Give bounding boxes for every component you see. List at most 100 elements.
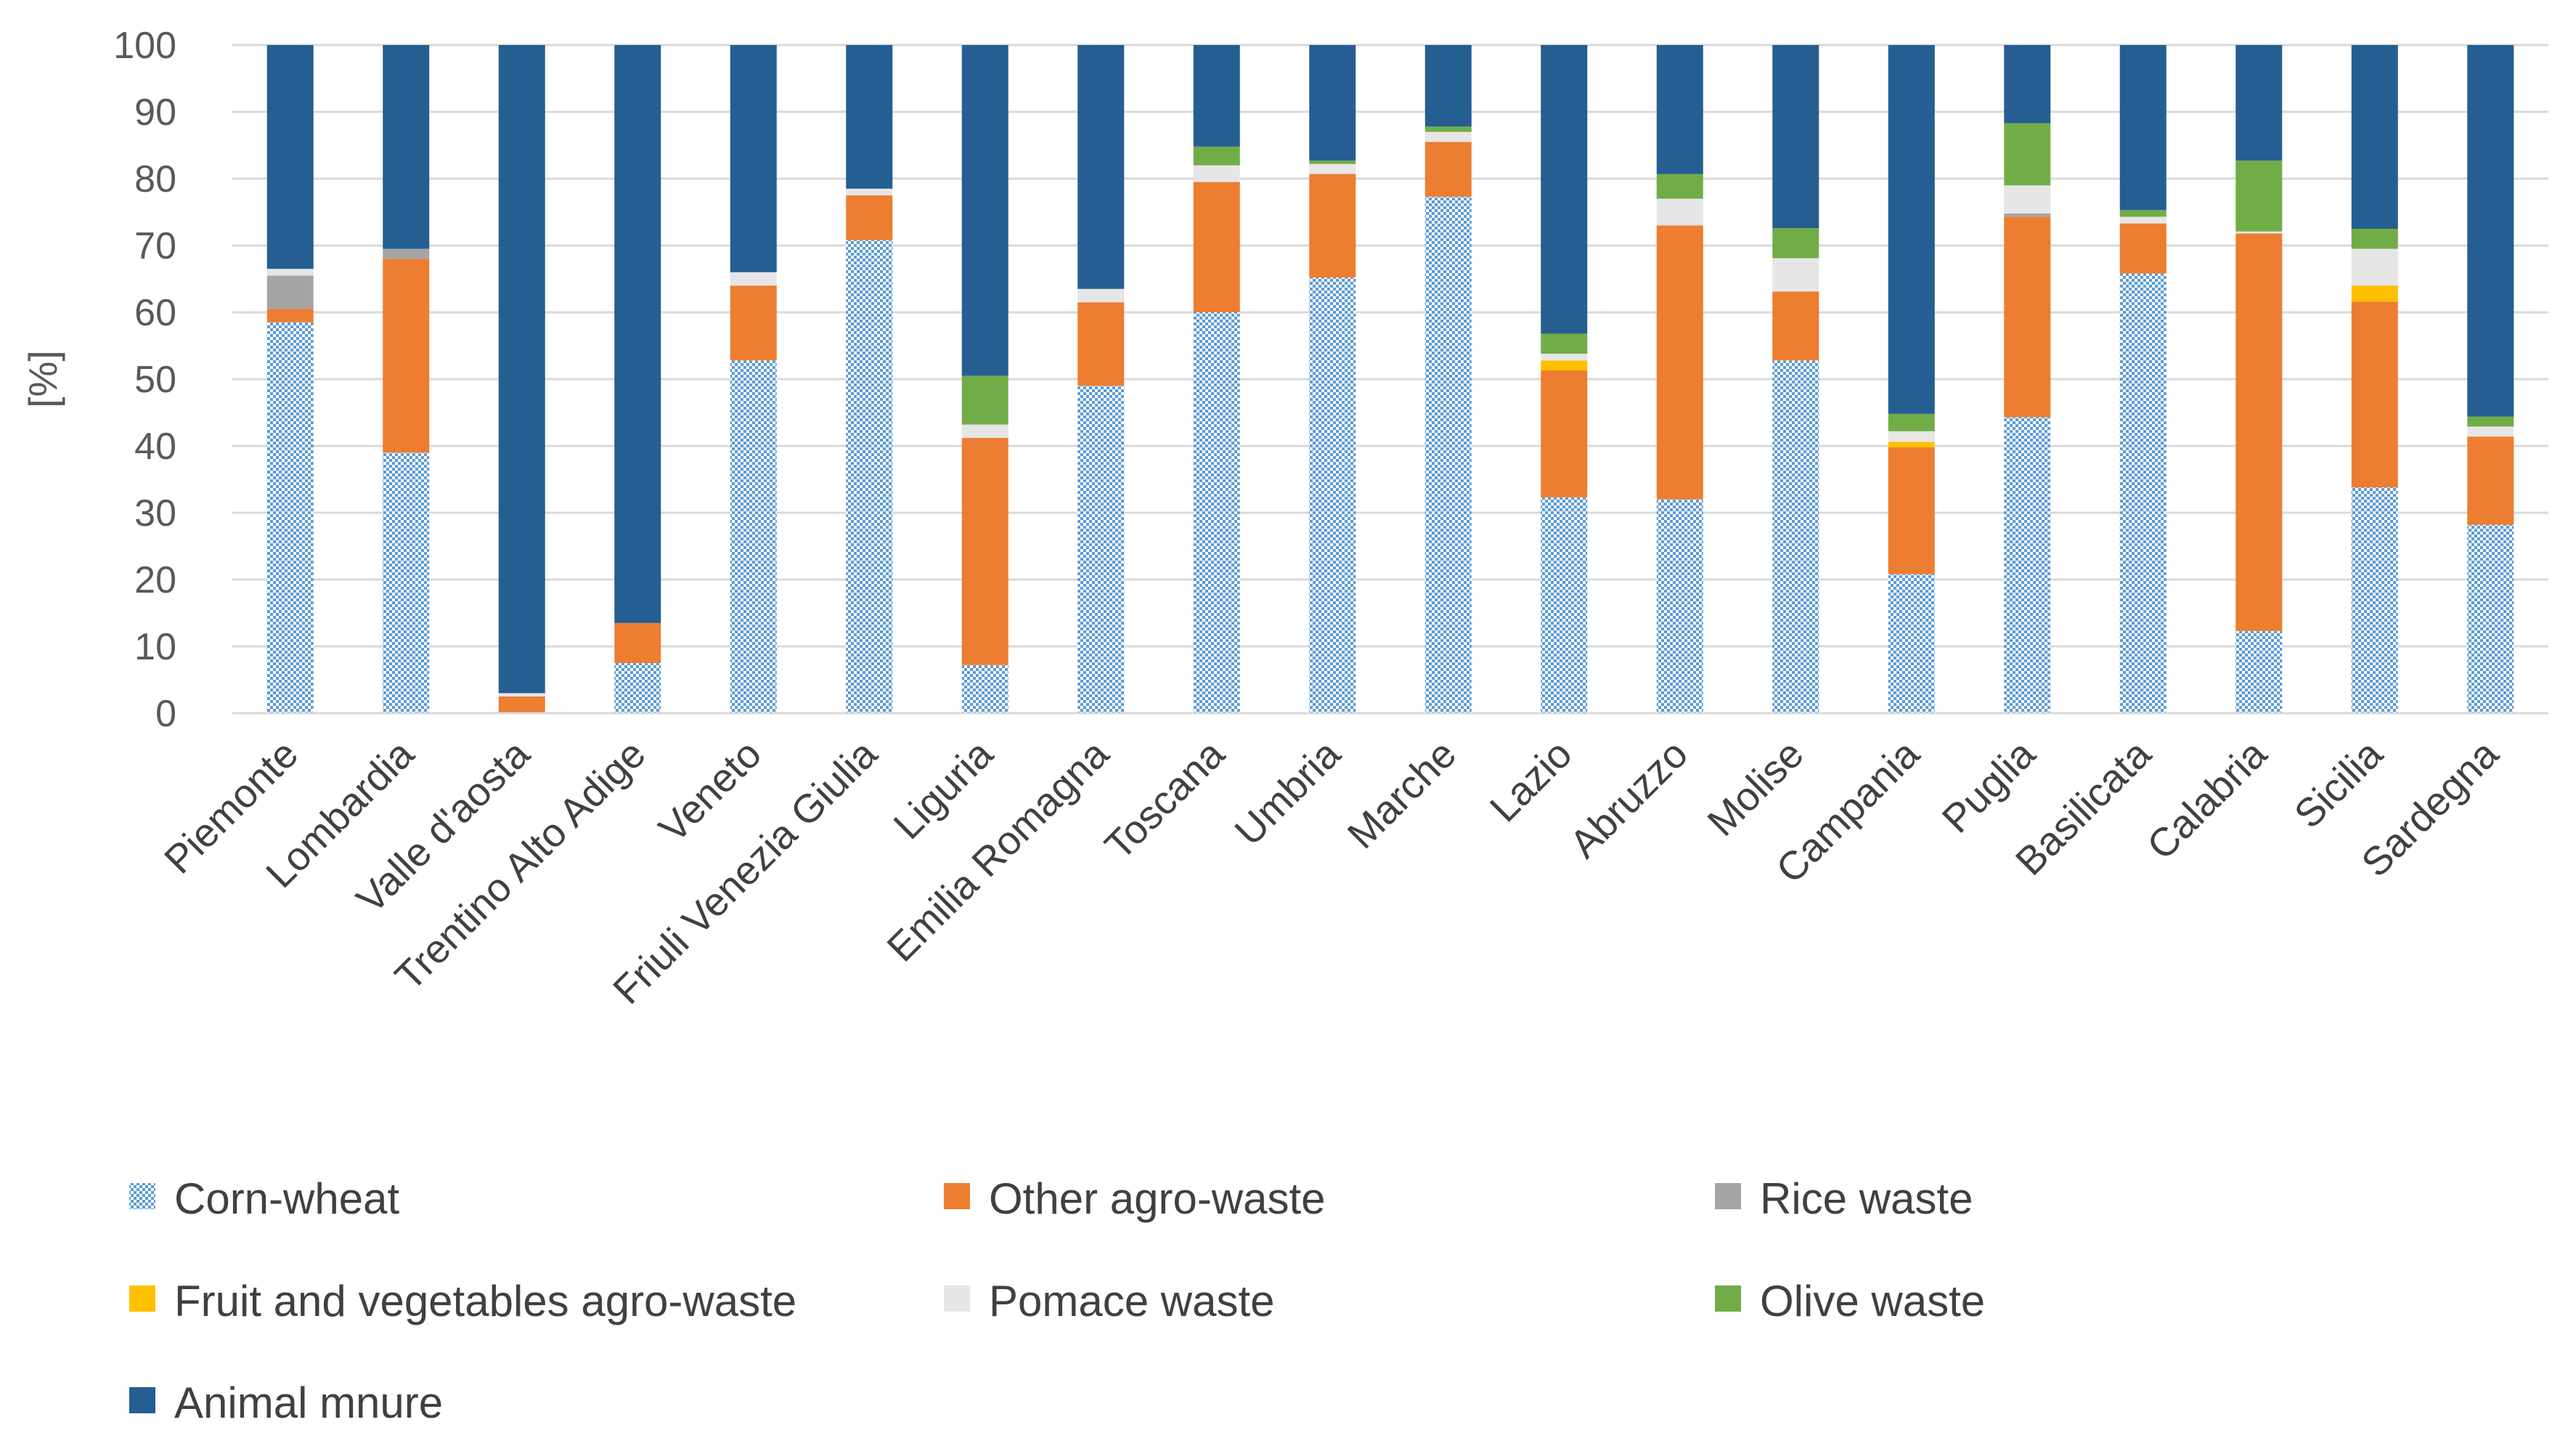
bar-segment-other-agro-waste: [2119, 223, 2167, 274]
y-tick-label: 30: [134, 492, 176, 535]
bar-segment-pomace-waste: [1772, 258, 1819, 292]
legend-swatch: [129, 1285, 155, 1312]
bar-segment-corn-wheat: [730, 360, 777, 713]
bar-segment-animal-mnure: [1309, 45, 1356, 161]
bar-stack-molise: [1772, 45, 1819, 713]
bar-segment-pomace-waste: [498, 693, 545, 696]
x-category-label: Emilia Romagna: [879, 731, 1117, 970]
bar-stack-abruzzo: [1656, 45, 1703, 713]
bar-segment-pomace-waste: [2119, 216, 2167, 224]
bar-segment-olive-waste: [1193, 146, 1240, 166]
bar-segment-olive-waste: [2004, 123, 2051, 186]
bar-stack-lazio: [1541, 45, 1588, 713]
bar-stack-sardegna: [2467, 45, 2514, 713]
bar-segment-other-agro-waste: [1888, 447, 1935, 574]
bar-stack-marche: [1424, 45, 1472, 714]
bar-segment-animal-mnure: [1193, 45, 1240, 147]
bar-segment-pomace-waste: [1541, 354, 1588, 361]
bar-segment-animal-mnure: [2004, 45, 2051, 123]
legend-item-animal-mnure: Animal mnure: [129, 1378, 443, 1427]
bar-segment-corn-wheat: [2467, 524, 2514, 713]
y-tick-label: 60: [134, 292, 176, 334]
legend-item-rice-waste: Rice waste: [1715, 1174, 1973, 1223]
bar-segment-pomace-waste: [1424, 131, 1472, 142]
bar-segment-olive-waste: [1424, 126, 1472, 132]
bar-segment-fruit-and-vegetables-agro-waste: [2351, 285, 2398, 302]
bar-segment-animal-mnure: [846, 45, 893, 189]
x-category-label: Puglia: [1933, 731, 2044, 841]
bar-segment-other-agro-waste: [846, 195, 893, 240]
legend-swatch: [944, 1285, 970, 1312]
bar-segment-other-agro-waste: [383, 259, 430, 453]
bar-segment-pomace-waste: [730, 272, 777, 286]
bar-segment-corn-wheat: [1309, 277, 1356, 713]
bar-stack-calabria: [2235, 45, 2283, 713]
legend-item-other-agro-waste: Other agro-waste: [944, 1174, 1326, 1223]
bar-segment-other-agro-waste: [1656, 225, 1703, 500]
bar-segment-pomace-waste: [1193, 165, 1240, 182]
y-tick-label: 80: [134, 158, 176, 200]
bar-stack-lombardia: [383, 45, 430, 713]
bar-segment-corn-wheat: [846, 240, 893, 713]
bar-segment-other-agro-waste: [2351, 301, 2398, 488]
x-category-label: Sicilia: [2286, 731, 2392, 837]
bar-segment-other-agro-waste: [2235, 233, 2283, 631]
bar-segment-corn-wheat: [961, 665, 1008, 713]
y-axis-ticks: 0 10 20 30 40 50 60 70 80 90 100: [113, 25, 176, 735]
bar-segment-other-agro-waste: [1424, 142, 1472, 197]
bar-segment-pomace-waste: [2467, 426, 2514, 437]
y-tick-label: 40: [134, 426, 176, 468]
legend-label: Other agro-waste: [989, 1174, 1326, 1223]
bar-segment-olive-waste: [1656, 174, 1703, 199]
x-category-label: Toscana: [1096, 731, 1234, 868]
legend-swatch: [944, 1183, 970, 1209]
bar-stack-piemonte: [266, 45, 314, 713]
bar-stack-toscana: [1193, 45, 1240, 713]
bar-segment-pomace-waste: [961, 424, 1008, 438]
bar-stack-veneto: [730, 45, 777, 713]
bar-segment-fruit-and-vegetables-agro-waste: [1541, 360, 1588, 371]
bar-segment-corn-wheat: [1656, 499, 1703, 713]
legend-swatch: [129, 1183, 155, 1209]
bar-segment-corn-wheat: [2004, 417, 2051, 713]
bar-segment-animal-mnure: [266, 45, 314, 269]
x-category-label: Umbria: [1226, 731, 1349, 853]
legend-swatch: [1715, 1183, 1741, 1209]
y-tick-label: 0: [155, 693, 176, 735]
bar-segment-corn-wheat: [614, 663, 661, 713]
bar-segment-olive-waste: [1541, 333, 1588, 354]
legend-item-pomace-waste: Pomace waste: [944, 1277, 1275, 1325]
bar-segment-other-agro-waste: [2004, 216, 2051, 418]
bar-segment-animal-mnure: [1772, 45, 1819, 229]
bar-stack-trentino-alto-adige: [614, 45, 661, 713]
bar-segment-pomace-waste: [2351, 248, 2398, 286]
legend-label: Fruit and vegetables agro-waste: [174, 1277, 796, 1325]
bar-segment-rice-waste: [2004, 213, 2051, 217]
bar-segment-animal-mnure: [2235, 45, 2283, 161]
legend-swatch: [129, 1387, 155, 1413]
bar-stack-campania: [1888, 45, 1935, 713]
bar-segment-animal-mnure: [1424, 45, 1472, 127]
x-category-label: Liguria: [885, 731, 1002, 848]
x-category-label: Molise: [1699, 731, 1812, 845]
bar-stack-puglia: [2004, 45, 2051, 713]
bar-segment-other-agro-waste: [1077, 302, 1125, 386]
bar-segment-animal-mnure: [961, 45, 1008, 376]
bar-segment-animal-mnure: [1077, 45, 1125, 289]
bar-stack-valle-d-aosta: [498, 45, 545, 713]
y-tick-label: 100: [113, 25, 176, 67]
bar-segment-animal-mnure: [2351, 45, 2398, 229]
bar-segment-pomace-waste: [1077, 288, 1125, 303]
y-tick-label: 70: [134, 225, 176, 267]
bar-segment-other-agro-waste: [961, 437, 1008, 665]
bar-segment-animal-mnure: [614, 45, 661, 623]
bar-stack-emilia-romagna: [1077, 45, 1125, 713]
bar-segment-olive-waste: [2467, 416, 2514, 427]
bar-segment-olive-waste: [961, 375, 1008, 425]
bar-segment-corn-wheat: [1424, 196, 1472, 714]
bar-stack-friuli-venezia-giulia: [846, 45, 893, 713]
bar-segment-olive-waste: [1309, 161, 1356, 164]
bar-segment-other-agro-waste: [2467, 436, 2514, 525]
x-category-label: Abruzzo: [1561, 731, 1697, 867]
